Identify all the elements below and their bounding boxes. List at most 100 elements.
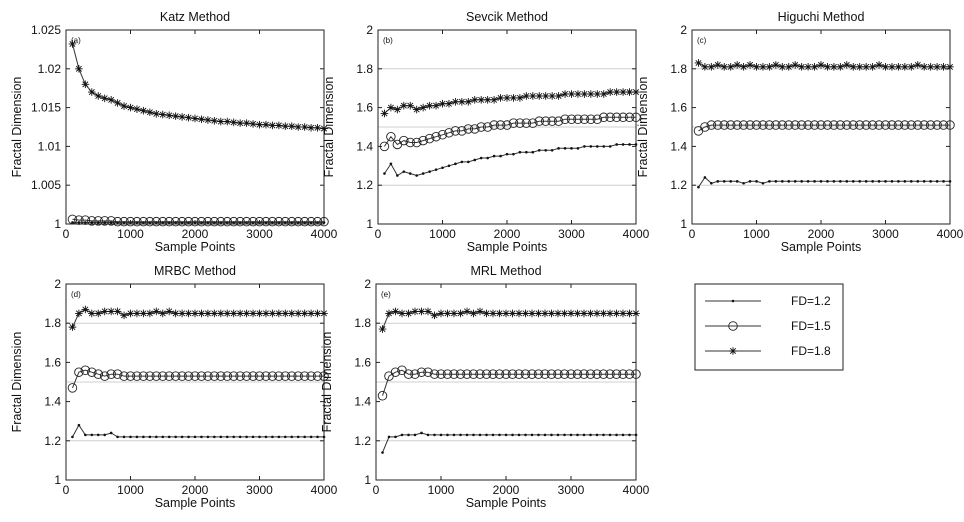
data-point [628,143,631,146]
data-point [210,116,219,125]
data-point [157,216,168,227]
data-point [544,148,547,152]
data-point [512,152,515,156]
data-point [624,112,635,123]
y-axis-label: Fractal Dimension [320,332,334,433]
series-line [698,176,950,188]
data-point [232,435,235,439]
data-point [109,221,113,224]
data-point [583,145,586,148]
data-point [193,435,197,439]
data-point [576,433,579,437]
data-point [405,137,416,148]
data-point [145,216,155,227]
data-point [132,216,142,227]
data-point [625,88,634,96]
panel-b: 0 1000 2000 3000 4000 1 1.2 1.4 1.6 1.8 2 Sevcik Me… [322,10,650,254]
data-point [170,371,181,381]
data-point [434,168,438,171]
data-point [378,325,387,333]
y-tick-label: 1.025 [31,23,61,37]
legend-label: FD=1.8 [791,344,831,358]
data-point [515,118,525,128]
data-point [320,309,328,318]
data-point [450,309,458,318]
data-point [296,435,300,439]
data-point [418,135,428,146]
data-point [389,162,393,166]
series-line [698,124,950,132]
data-point [714,61,722,69]
data-point [507,369,518,379]
data-point [241,216,252,227]
data-point [570,147,573,150]
data-point [592,369,602,379]
data-point [504,433,508,437]
data-point [599,112,609,123]
data-point [177,371,187,381]
data-point [412,105,421,114]
data-point [236,309,244,318]
data-point [529,92,537,100]
data-point [748,180,752,183]
data-point [174,435,177,439]
data-point [161,435,165,439]
data-point [444,128,454,138]
data-point [742,181,745,185]
y-tick-label: 1.02 [38,62,62,76]
data-point [383,172,386,175]
data-point [534,309,543,318]
panel-title: MRL Method [470,264,541,278]
data-point [585,369,596,379]
data-point [621,143,625,146]
data-point [222,371,232,381]
data-point [377,390,388,401]
data-point [71,221,74,224]
data-point [107,307,115,316]
data-point [294,123,302,131]
data-point [774,180,778,183]
data-point [550,433,553,437]
data-point [87,367,97,377]
data-point [119,216,129,227]
data-point [177,216,187,227]
data-point [219,435,223,439]
data-point [713,120,723,130]
data-point [548,92,556,100]
series-circle [67,365,329,393]
data-point [287,371,297,381]
data-point [719,120,730,130]
data-point [505,152,509,156]
data-point [113,99,122,107]
y-tick-label: 1 [54,473,61,487]
y-tick-label: 2 [54,277,61,291]
data-point [402,170,406,173]
data-point [473,158,477,162]
data-point [832,180,836,183]
data-point [77,423,81,427]
legend-item: FD=1.5 [705,319,831,333]
legend-label: FD=1.2 [791,294,831,308]
data-point [320,124,328,133]
data-point [875,61,883,69]
data-point [845,180,849,183]
data-point [926,63,935,71]
data-point [771,120,781,130]
data-point [274,371,284,381]
data-point [84,433,87,437]
data-point [707,63,716,71]
y-axis-label: Fractal Dimension [636,77,650,178]
data-point [235,371,245,381]
data-point [557,147,560,150]
data-point [515,309,523,318]
data-point [521,309,530,318]
data-point [608,433,612,437]
data-point [245,435,248,439]
data-point [569,433,573,437]
data-point [88,309,96,318]
data-point [922,180,926,183]
data-point [901,63,909,71]
data-point [148,435,152,439]
data-point [88,88,96,96]
series-line [72,43,325,130]
